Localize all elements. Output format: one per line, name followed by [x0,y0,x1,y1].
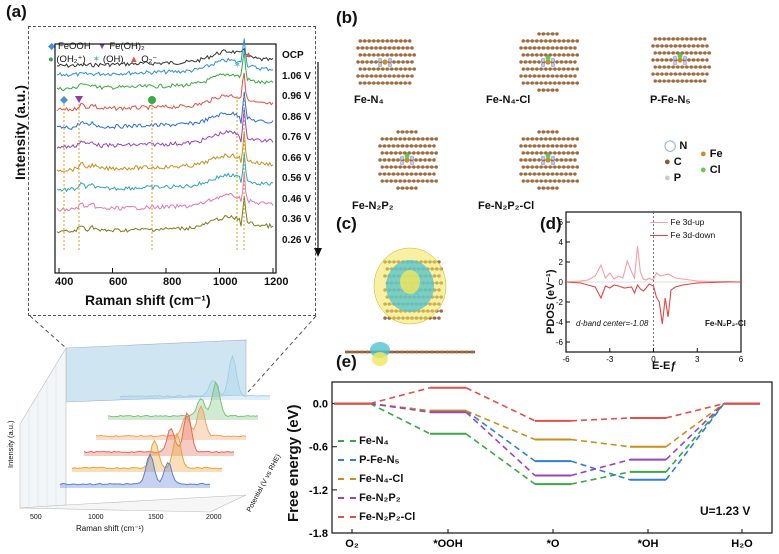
atom-c-icon: ● [664,156,671,168]
panel-a-label: (a) [6,2,27,21]
pdos-legend: Fe 3d-up Fe 3d-down [650,216,715,242]
potential-label: 0.56 V [282,173,311,184]
potential-label: 0.96 V [282,91,311,102]
waterfall-xtick: 500 [30,514,42,521]
panel-c-label: (c) [336,214,357,233]
panel-d-label: (d) [540,214,562,233]
potential-label: 0.26 V [282,234,311,246]
panel-b-label: (b) [336,8,358,27]
panel-e-label: (e) [336,352,357,371]
raman-xtick: 1000 [213,276,238,288]
atom-legend-c: C [673,156,682,168]
fe-ylabel: Free energy (eV) [285,404,302,522]
potential-label: 0.36 V [282,214,311,225]
structure-label-fen4: Fe-N₄ [354,94,384,106]
structure-label-pfen5: P-Fe-N₅ [650,94,691,106]
structure-label-fen2p2cl: Fe-N₂P₂-Cl [478,200,535,212]
legend-line [338,440,356,443]
atom-p-icon: ● [664,172,671,184]
atom-legend-n: N [679,140,688,152]
triangle-down-marker-icon: ▼ [97,41,107,52]
potential-label: OCP [282,50,304,61]
fe-legend-item: Fe-N₂P₂-Cl [359,511,416,523]
legend-oh: (OH) [102,54,124,65]
raman-xlabel: Raman shift (cm⁻¹) [85,292,211,308]
pdos-ylabel: PDOS (eV⁻¹) [545,269,557,334]
raman-xtick: 1200 [264,276,289,288]
fe-legend-item: P-Fe-N₅ [359,454,400,466]
fe-legend-item: Fe-N₄ [359,435,389,447]
triangle-up-marker-icon: ▲ [129,54,139,65]
atom-fe-icon: ● [700,148,707,160]
legend-feoh2: Fe(OH)₂ [109,41,145,52]
raman-xtick: 400 [55,276,74,288]
legend-line [338,459,356,462]
atom-legend-2: ● Fe ● Cl [700,146,723,178]
atom-legend: ◯ N ● C ● P [664,138,687,186]
pdos-structure-label: Fe-N₂P₂-Cl [705,319,746,328]
pdos-xlabel: E-Eƒ [652,360,677,372]
legend-line [338,497,356,500]
raman-xtick: 600 [109,276,128,288]
inset-dashed-frame [28,26,316,316]
legend-line [338,516,356,519]
raman-legend: ◆ FeOOH ▼ Fe(OH)₂ ● (OH₂⁺) ✶ (OH) ▲ O₂⁻ [48,40,168,66]
potential-label: 0.86 V [282,111,311,123]
legend-line [338,478,356,481]
legend-o2: O₂⁻ [141,54,158,65]
circle-marker-icon: ● [48,54,54,65]
waterfall-ylabel: Intensity (a.u.) [6,420,15,468]
atom-n-icon: ◯ [664,140,677,152]
fe-legend: Fe-N₄ P-Fe-N₅ Fe-N₄-Cl Fe-N₂P₂ Fe-N₂P₂-C… [338,432,415,527]
structure-label-fen2p2: Fe-N₂P₂ [352,200,394,212]
waterfall-xtick: 2000 [206,514,222,521]
potential-labels: OCP 1.06 V 0.96 V 0.86 V 0.76 V 0.66 V 0… [282,46,311,251]
potential-label: 1.06 V [282,70,311,82]
fe-legend-item: Fe-N₄-Cl [359,473,404,485]
pdos-legend-down: Fe 3d-down [670,230,716,240]
fe-annotation: U=1.23 V [700,504,751,518]
pdos-legend-up: Fe 3d-up [670,217,705,227]
atom-legend-fe: Fe [709,148,723,160]
legend-oh2: (OH₂⁺) [56,54,86,65]
potential-label: 0.46 V [282,193,311,205]
legend-line-down [650,235,668,237]
atom-legend-cl: Cl [709,164,721,176]
waterfall-xlabel: Raman shift (cm⁻¹) [76,524,144,533]
waterfall-xtick: 1500 [148,514,164,521]
atom-cl-icon: ● [700,164,707,176]
potential-label: 0.76 V [282,132,311,143]
raman-ylabel: Intensity (a.u.) [12,85,28,180]
fe-legend-item: Fe-N₂P₂ [359,492,401,504]
star-marker-icon: ✶ [92,54,101,65]
legend-line-up [650,222,668,224]
raman-xtick: 800 [163,276,182,288]
diamond-marker-icon: ◆ [48,41,56,52]
atom-legend-p: P [673,172,682,184]
structure-label-fen4cl: Fe-N₄-Cl [486,94,531,106]
potential-label: 0.66 V [282,152,311,164]
waterfall-xtick: 1000 [88,514,104,521]
legend-feooh: FeOOH [57,41,91,52]
dband-annotation: d-band center=-1.08 [576,319,649,328]
